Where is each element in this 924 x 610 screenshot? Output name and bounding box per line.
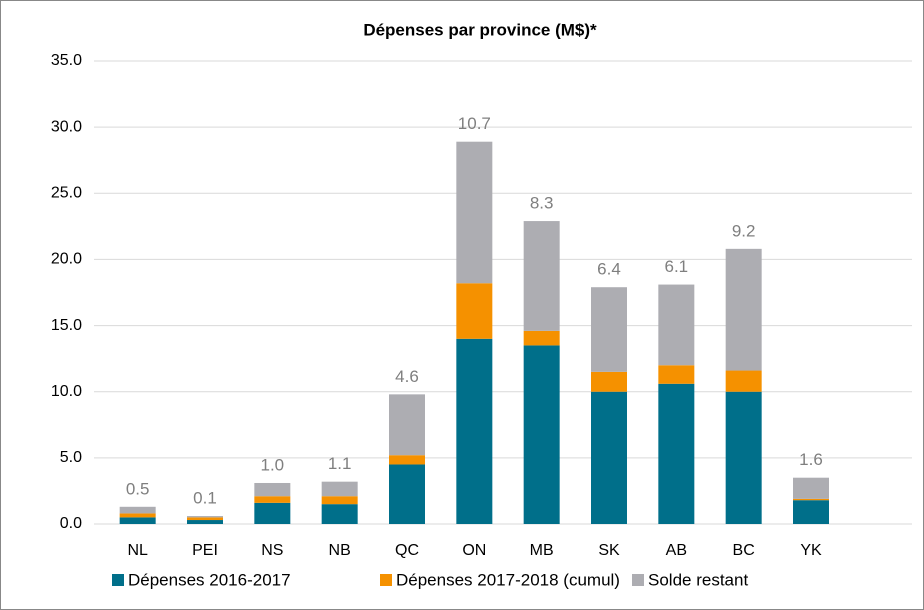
legend-swatch bbox=[632, 574, 644, 586]
bar-segment bbox=[658, 383, 695, 524]
bar-segment bbox=[321, 481, 358, 497]
data-label: 10.7 bbox=[458, 114, 491, 133]
legend-label: Dépenses 2016-2017 bbox=[128, 570, 291, 589]
bar-segment bbox=[793, 498, 829, 501]
bar-segment bbox=[187, 517, 223, 521]
data-label: 1.1 bbox=[328, 454, 352, 473]
bar-segment bbox=[523, 221, 560, 331]
y-tick-label: 20.0 bbox=[51, 251, 82, 268]
bar-segment bbox=[321, 504, 358, 524]
data-label: 0.1 bbox=[193, 489, 217, 508]
bar-segment bbox=[523, 345, 560, 524]
bar-segment bbox=[658, 284, 695, 366]
bar-segment bbox=[725, 248, 762, 371]
y-tick-label: 15.0 bbox=[51, 317, 82, 334]
x-tick-label: QC bbox=[395, 542, 419, 559]
bar-segment bbox=[793, 500, 829, 524]
y-tick-label: 5.0 bbox=[60, 449, 82, 466]
bar-segment bbox=[321, 496, 358, 505]
bar-segment bbox=[793, 477, 829, 499]
x-tick-label: NS bbox=[261, 542, 283, 559]
y-tick-label: 30.0 bbox=[51, 118, 82, 135]
bar-segment bbox=[523, 330, 560, 346]
bar-segment bbox=[591, 371, 627, 392]
legend-swatch bbox=[112, 574, 124, 586]
x-tick-label: YK bbox=[800, 542, 822, 559]
bar-segment bbox=[389, 464, 425, 524]
bar-segment bbox=[725, 370, 762, 392]
bar-segment bbox=[456, 283, 493, 339]
bar-segment bbox=[725, 391, 762, 524]
legend-label: Dépenses 2017-2018 (cumul) bbox=[396, 570, 620, 589]
data-label: 4.6 bbox=[395, 367, 419, 386]
bar-segment bbox=[254, 482, 291, 497]
bar-segment bbox=[187, 520, 223, 524]
data-label: 9.2 bbox=[732, 221, 756, 240]
x-tick-label: BC bbox=[733, 542, 755, 559]
y-tick-label: 25.0 bbox=[51, 185, 82, 202]
legend-label: Solde restant bbox=[648, 570, 748, 589]
x-tick-label: MB bbox=[530, 542, 554, 559]
bar-segment bbox=[187, 516, 223, 518]
bar-segment bbox=[591, 391, 627, 524]
data-label: 1.6 bbox=[799, 450, 823, 469]
y-tick-label: 35.0 bbox=[51, 52, 82, 69]
data-label: 6.1 bbox=[665, 257, 689, 276]
bar-segment bbox=[591, 287, 627, 372]
y-tick-label: 10.0 bbox=[51, 383, 82, 400]
x-tick-label: ON bbox=[462, 542, 486, 559]
bar-segment bbox=[254, 496, 291, 503]
data-label: 1.0 bbox=[261, 455, 285, 474]
bar-segment bbox=[119, 506, 156, 514]
chart-title: Dépenses par province (M$)* bbox=[363, 20, 597, 39]
bar-segment bbox=[389, 455, 425, 465]
bar-segment bbox=[254, 502, 291, 524]
bar-segment bbox=[389, 394, 425, 456]
y-tick-label: 0.0 bbox=[60, 515, 82, 532]
bar-segment bbox=[456, 338, 493, 524]
x-tick-label: PEI bbox=[192, 542, 218, 559]
bar-segment bbox=[119, 513, 156, 518]
legend-swatch bbox=[380, 574, 392, 586]
data-label: 0.5 bbox=[126, 479, 150, 498]
data-label: 8.3 bbox=[530, 194, 554, 213]
x-tick-label: NB bbox=[329, 542, 351, 559]
x-tick-label: NL bbox=[127, 542, 148, 559]
bar-segment bbox=[119, 517, 156, 524]
bar-segment bbox=[456, 141, 493, 284]
bar-segment bbox=[658, 365, 695, 384]
data-label: 6.4 bbox=[597, 260, 621, 279]
x-tick-label: SK bbox=[598, 542, 620, 559]
x-tick-label: AB bbox=[666, 542, 687, 559]
